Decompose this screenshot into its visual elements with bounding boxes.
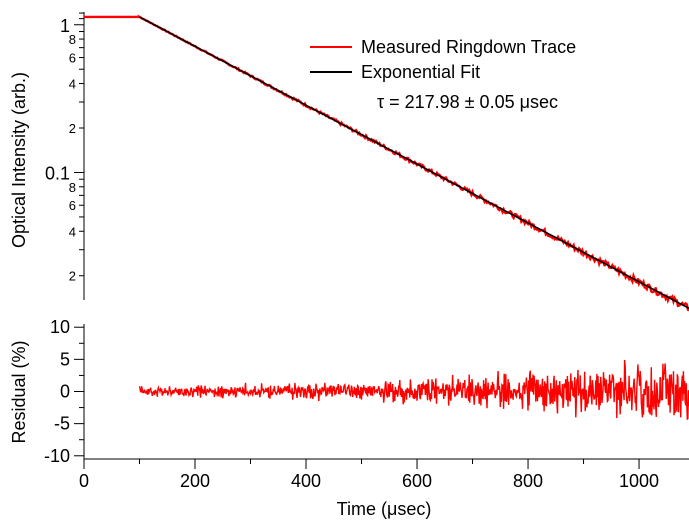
x-tick-label: 600 <box>402 471 432 491</box>
residual-panel: 10 5 0 -5 -10 0 200 400 600 800 1000 <box>44 317 689 491</box>
exponential-fit-line <box>139 16 689 310</box>
legend-label-fit: Exponential Fit <box>361 62 480 82</box>
y-tick-label-minor: 6 <box>69 51 76 66</box>
y-tick-label-minor: 2 <box>69 121 76 136</box>
residual-trace-line <box>138 359 689 420</box>
y-tick-label-residual: -10 <box>44 446 70 466</box>
y-tick-label-residual: -5 <box>54 414 70 434</box>
y-axis-title-intensity: Optical Intensity (arb.) <box>9 72 29 248</box>
y-tick-label-residual: 5 <box>60 349 70 369</box>
y-tick-label-major: 0.1 <box>45 163 70 183</box>
y-tick-label-minor: 6 <box>69 198 76 213</box>
y-tick-label-minor: 2 <box>69 269 76 284</box>
x-tick-label: 1000 <box>619 471 659 491</box>
y-tick-label-residual: 0 <box>60 382 70 402</box>
measured-trace-line <box>84 14 689 312</box>
x-tick-label: 0 <box>79 471 89 491</box>
y-tick-label-minor: 4 <box>69 224 76 239</box>
legend-label-measured: Measured Ringdown Trace <box>361 37 576 57</box>
y-tick-label-minor: 8 <box>69 32 76 47</box>
x-tick-label: 800 <box>513 471 543 491</box>
y-tick-label-major: 1 <box>60 16 70 36</box>
x-tick-label: 400 <box>291 471 321 491</box>
y-tick-label-minor: 4 <box>69 77 76 92</box>
x-axis-title: Time (μsec) <box>337 499 432 519</box>
y-tick-label-minor: 8 <box>69 180 76 195</box>
x-tick-label: 200 <box>180 471 210 491</box>
y-tick-label-residual: 10 <box>50 317 70 337</box>
tau-annotation: τ = 217.98 ± 0.05 μsec <box>377 92 558 112</box>
y-axis-title-residual: Residual (%) <box>9 340 29 443</box>
